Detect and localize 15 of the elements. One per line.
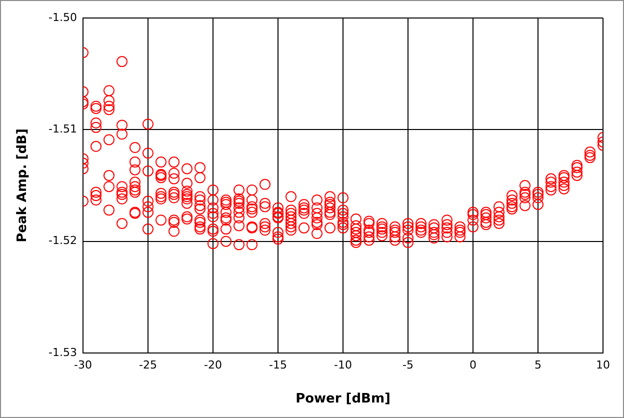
x-tick-label: 10: [596, 358, 610, 372]
x-tick-label: -5: [402, 358, 414, 372]
x-tick-label: -30: [74, 358, 92, 372]
y-tick-label: -1.51: [48, 122, 77, 136]
x-tick-label: -20: [204, 358, 222, 372]
y-axis-title: Peak Amp. [dB]: [15, 128, 30, 242]
y-tick-label: -1.53: [48, 346, 77, 359]
x-tick-label: 5: [534, 358, 542, 372]
x-tick-label: 0: [470, 358, 476, 372]
x-axis-title: Power [dBm]: [296, 392, 390, 407]
x-tick-label: -15: [269, 358, 287, 372]
x-tick-label: -10: [334, 358, 352, 372]
x-tick-label: -25: [139, 358, 157, 372]
y-tick-label: -1.50: [48, 10, 77, 24]
y-tick-label: -1.52: [48, 234, 77, 248]
